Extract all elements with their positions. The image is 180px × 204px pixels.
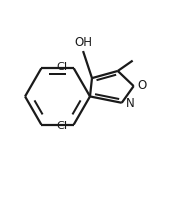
Text: N: N xyxy=(126,97,135,110)
Text: Cl: Cl xyxy=(56,62,67,72)
Text: OH: OH xyxy=(74,36,92,49)
Text: O: O xyxy=(137,79,147,92)
Text: Cl: Cl xyxy=(56,121,67,131)
